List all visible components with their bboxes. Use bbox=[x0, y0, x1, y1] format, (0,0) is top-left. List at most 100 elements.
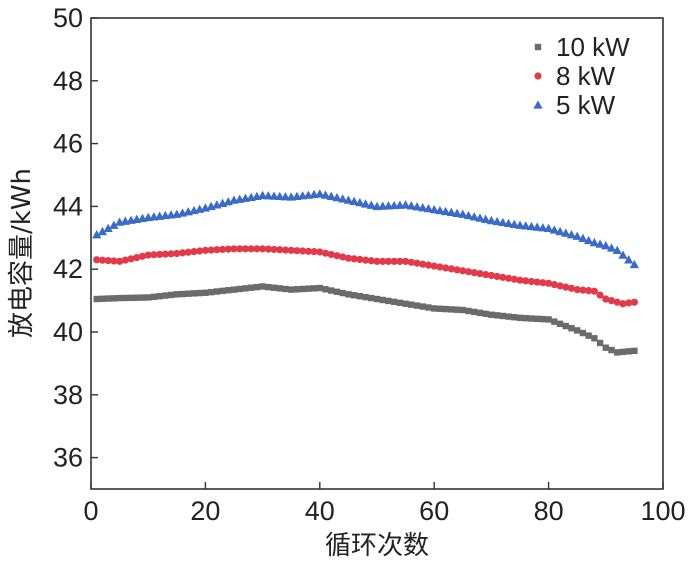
x-tick-label: 20 bbox=[190, 496, 220, 526]
data-point bbox=[315, 189, 325, 198]
data-point bbox=[486, 215, 496, 225]
data-point bbox=[446, 207, 456, 217]
data-point bbox=[167, 250, 175, 258]
data-point bbox=[184, 248, 192, 256]
data-point bbox=[574, 327, 581, 334]
data-point bbox=[339, 253, 347, 261]
data-point bbox=[247, 284, 255, 291]
data-point bbox=[133, 294, 140, 301]
data-point bbox=[190, 290, 198, 297]
data-point bbox=[299, 285, 306, 293]
data-point bbox=[418, 203, 428, 212]
data-point bbox=[207, 246, 215, 254]
data-point bbox=[629, 259, 639, 269]
data-point bbox=[545, 316, 552, 323]
data-point bbox=[630, 298, 639, 306]
data-point bbox=[539, 315, 547, 323]
data-point bbox=[350, 255, 358, 263]
data-point bbox=[310, 248, 318, 256]
data-point bbox=[322, 286, 329, 293]
data-point bbox=[625, 299, 633, 307]
data-point bbox=[138, 252, 147, 260]
data-point bbox=[614, 349, 621, 356]
y-tick-label: 48 bbox=[53, 66, 83, 96]
y-tick-label: 36 bbox=[53, 443, 83, 473]
data-point bbox=[458, 209, 468, 218]
data-point bbox=[396, 299, 404, 306]
data-point bbox=[476, 309, 484, 317]
data-point bbox=[259, 283, 266, 290]
data-point bbox=[150, 251, 158, 259]
data-point bbox=[463, 210, 474, 220]
y-tick-label: 42 bbox=[53, 254, 83, 284]
data-point bbox=[161, 250, 169, 258]
data-point bbox=[606, 243, 617, 252]
data-point bbox=[253, 245, 261, 253]
data-point bbox=[367, 257, 375, 265]
data-point bbox=[98, 256, 107, 264]
data-point bbox=[247, 245, 255, 253]
series-5kw bbox=[92, 189, 639, 269]
data-point bbox=[442, 305, 449, 313]
data-point bbox=[492, 216, 502, 226]
data-point bbox=[145, 294, 152, 301]
data-point bbox=[527, 277, 536, 286]
data-point bbox=[202, 289, 209, 296]
data-point bbox=[133, 253, 141, 262]
data-point bbox=[110, 257, 118, 265]
data-point bbox=[419, 303, 426, 310]
data-point bbox=[276, 246, 284, 254]
data-point bbox=[482, 270, 490, 279]
data-point bbox=[230, 286, 238, 293]
data-point bbox=[402, 257, 410, 265]
data-point bbox=[539, 279, 547, 287]
x-tick-label: 60 bbox=[419, 496, 449, 526]
data-point bbox=[601, 241, 611, 250]
data-point bbox=[93, 295, 100, 303]
data-point bbox=[561, 228, 571, 237]
data-point bbox=[288, 286, 295, 293]
data-point bbox=[425, 304, 432, 311]
data-point bbox=[526, 221, 537, 231]
data-point bbox=[207, 288, 215, 296]
data-point bbox=[476, 269, 484, 278]
data-point bbox=[568, 325, 575, 332]
data-point bbox=[139, 294, 146, 301]
y-tick-label: 44 bbox=[53, 191, 83, 221]
data-point bbox=[429, 204, 439, 214]
data-point bbox=[493, 312, 501, 319]
data-point bbox=[619, 300, 627, 308]
data-point bbox=[385, 297, 392, 305]
legend-marker bbox=[534, 43, 542, 51]
data-point bbox=[327, 250, 335, 259]
data-point bbox=[503, 218, 514, 228]
data-point bbox=[356, 293, 364, 300]
data-point bbox=[355, 198, 365, 207]
data-point bbox=[162, 292, 169, 299]
data-point bbox=[116, 257, 124, 265]
data-point bbox=[310, 285, 318, 292]
data-point bbox=[92, 230, 102, 239]
y-tick-label: 50 bbox=[53, 3, 83, 33]
data-point bbox=[619, 348, 627, 356]
data-point bbox=[612, 245, 622, 255]
data-point bbox=[481, 214, 491, 223]
data-point bbox=[515, 220, 525, 229]
plot-area: 0 20 40 60 80 100 36 38 40 42 44 46 48 50 bbox=[53, 3, 686, 526]
data-point bbox=[224, 245, 232, 253]
data-point bbox=[275, 191, 285, 201]
data-point bbox=[608, 346, 615, 354]
data-point bbox=[528, 315, 535, 322]
data-point bbox=[453, 266, 461, 274]
data-point bbox=[584, 235, 594, 245]
data-point bbox=[487, 271, 495, 280]
data-point bbox=[196, 247, 204, 255]
data-point bbox=[602, 295, 610, 303]
data-point bbox=[333, 252, 341, 260]
data-point bbox=[109, 220, 119, 229]
plot-frame bbox=[90, 17, 664, 490]
data-point bbox=[293, 247, 301, 255]
data-point bbox=[104, 295, 112, 302]
data-point bbox=[173, 291, 180, 298]
data-point bbox=[431, 305, 438, 312]
